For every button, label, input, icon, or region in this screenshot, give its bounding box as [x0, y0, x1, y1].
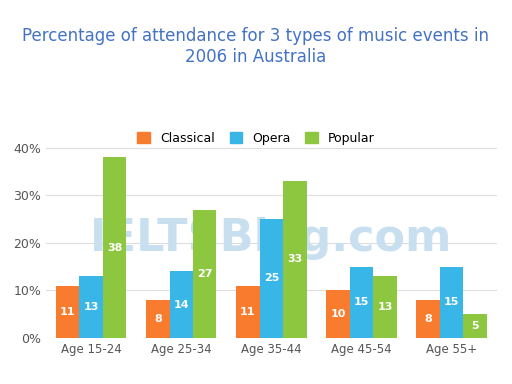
Text: 10: 10	[330, 309, 346, 319]
Text: 27: 27	[197, 269, 212, 279]
Text: 8: 8	[154, 314, 162, 324]
Text: 15: 15	[354, 297, 369, 307]
Text: 13: 13	[377, 302, 393, 312]
Bar	[103, 157, 126, 338]
Bar	[169, 271, 193, 338]
Bar	[350, 266, 373, 338]
Bar	[79, 276, 103, 338]
Bar	[283, 181, 307, 338]
Text: 11: 11	[240, 307, 255, 317]
Bar	[416, 300, 440, 338]
Bar	[463, 314, 487, 338]
Text: 13: 13	[83, 302, 99, 312]
Bar	[146, 300, 169, 338]
Text: 8: 8	[424, 314, 432, 324]
Bar	[236, 286, 260, 338]
Text: 11: 11	[60, 307, 75, 317]
Bar	[373, 276, 397, 338]
Legend: Classical, Opera, Popular: Classical, Opera, Popular	[132, 127, 380, 150]
Bar	[193, 210, 217, 338]
Bar	[440, 266, 463, 338]
Text: IELTSBlog.com: IELTSBlog.com	[90, 217, 453, 260]
Text: 25: 25	[264, 273, 279, 283]
Text: 5: 5	[471, 321, 479, 331]
Bar	[56, 286, 79, 338]
Bar	[260, 219, 283, 338]
Bar	[326, 290, 350, 338]
Text: 14: 14	[174, 300, 189, 310]
Text: 33: 33	[287, 255, 303, 265]
Text: 38: 38	[107, 243, 122, 253]
Text: 15: 15	[444, 297, 459, 307]
Text: Percentage of attendance for 3 types of music events in
2006 in Australia: Percentage of attendance for 3 types of …	[23, 27, 489, 66]
